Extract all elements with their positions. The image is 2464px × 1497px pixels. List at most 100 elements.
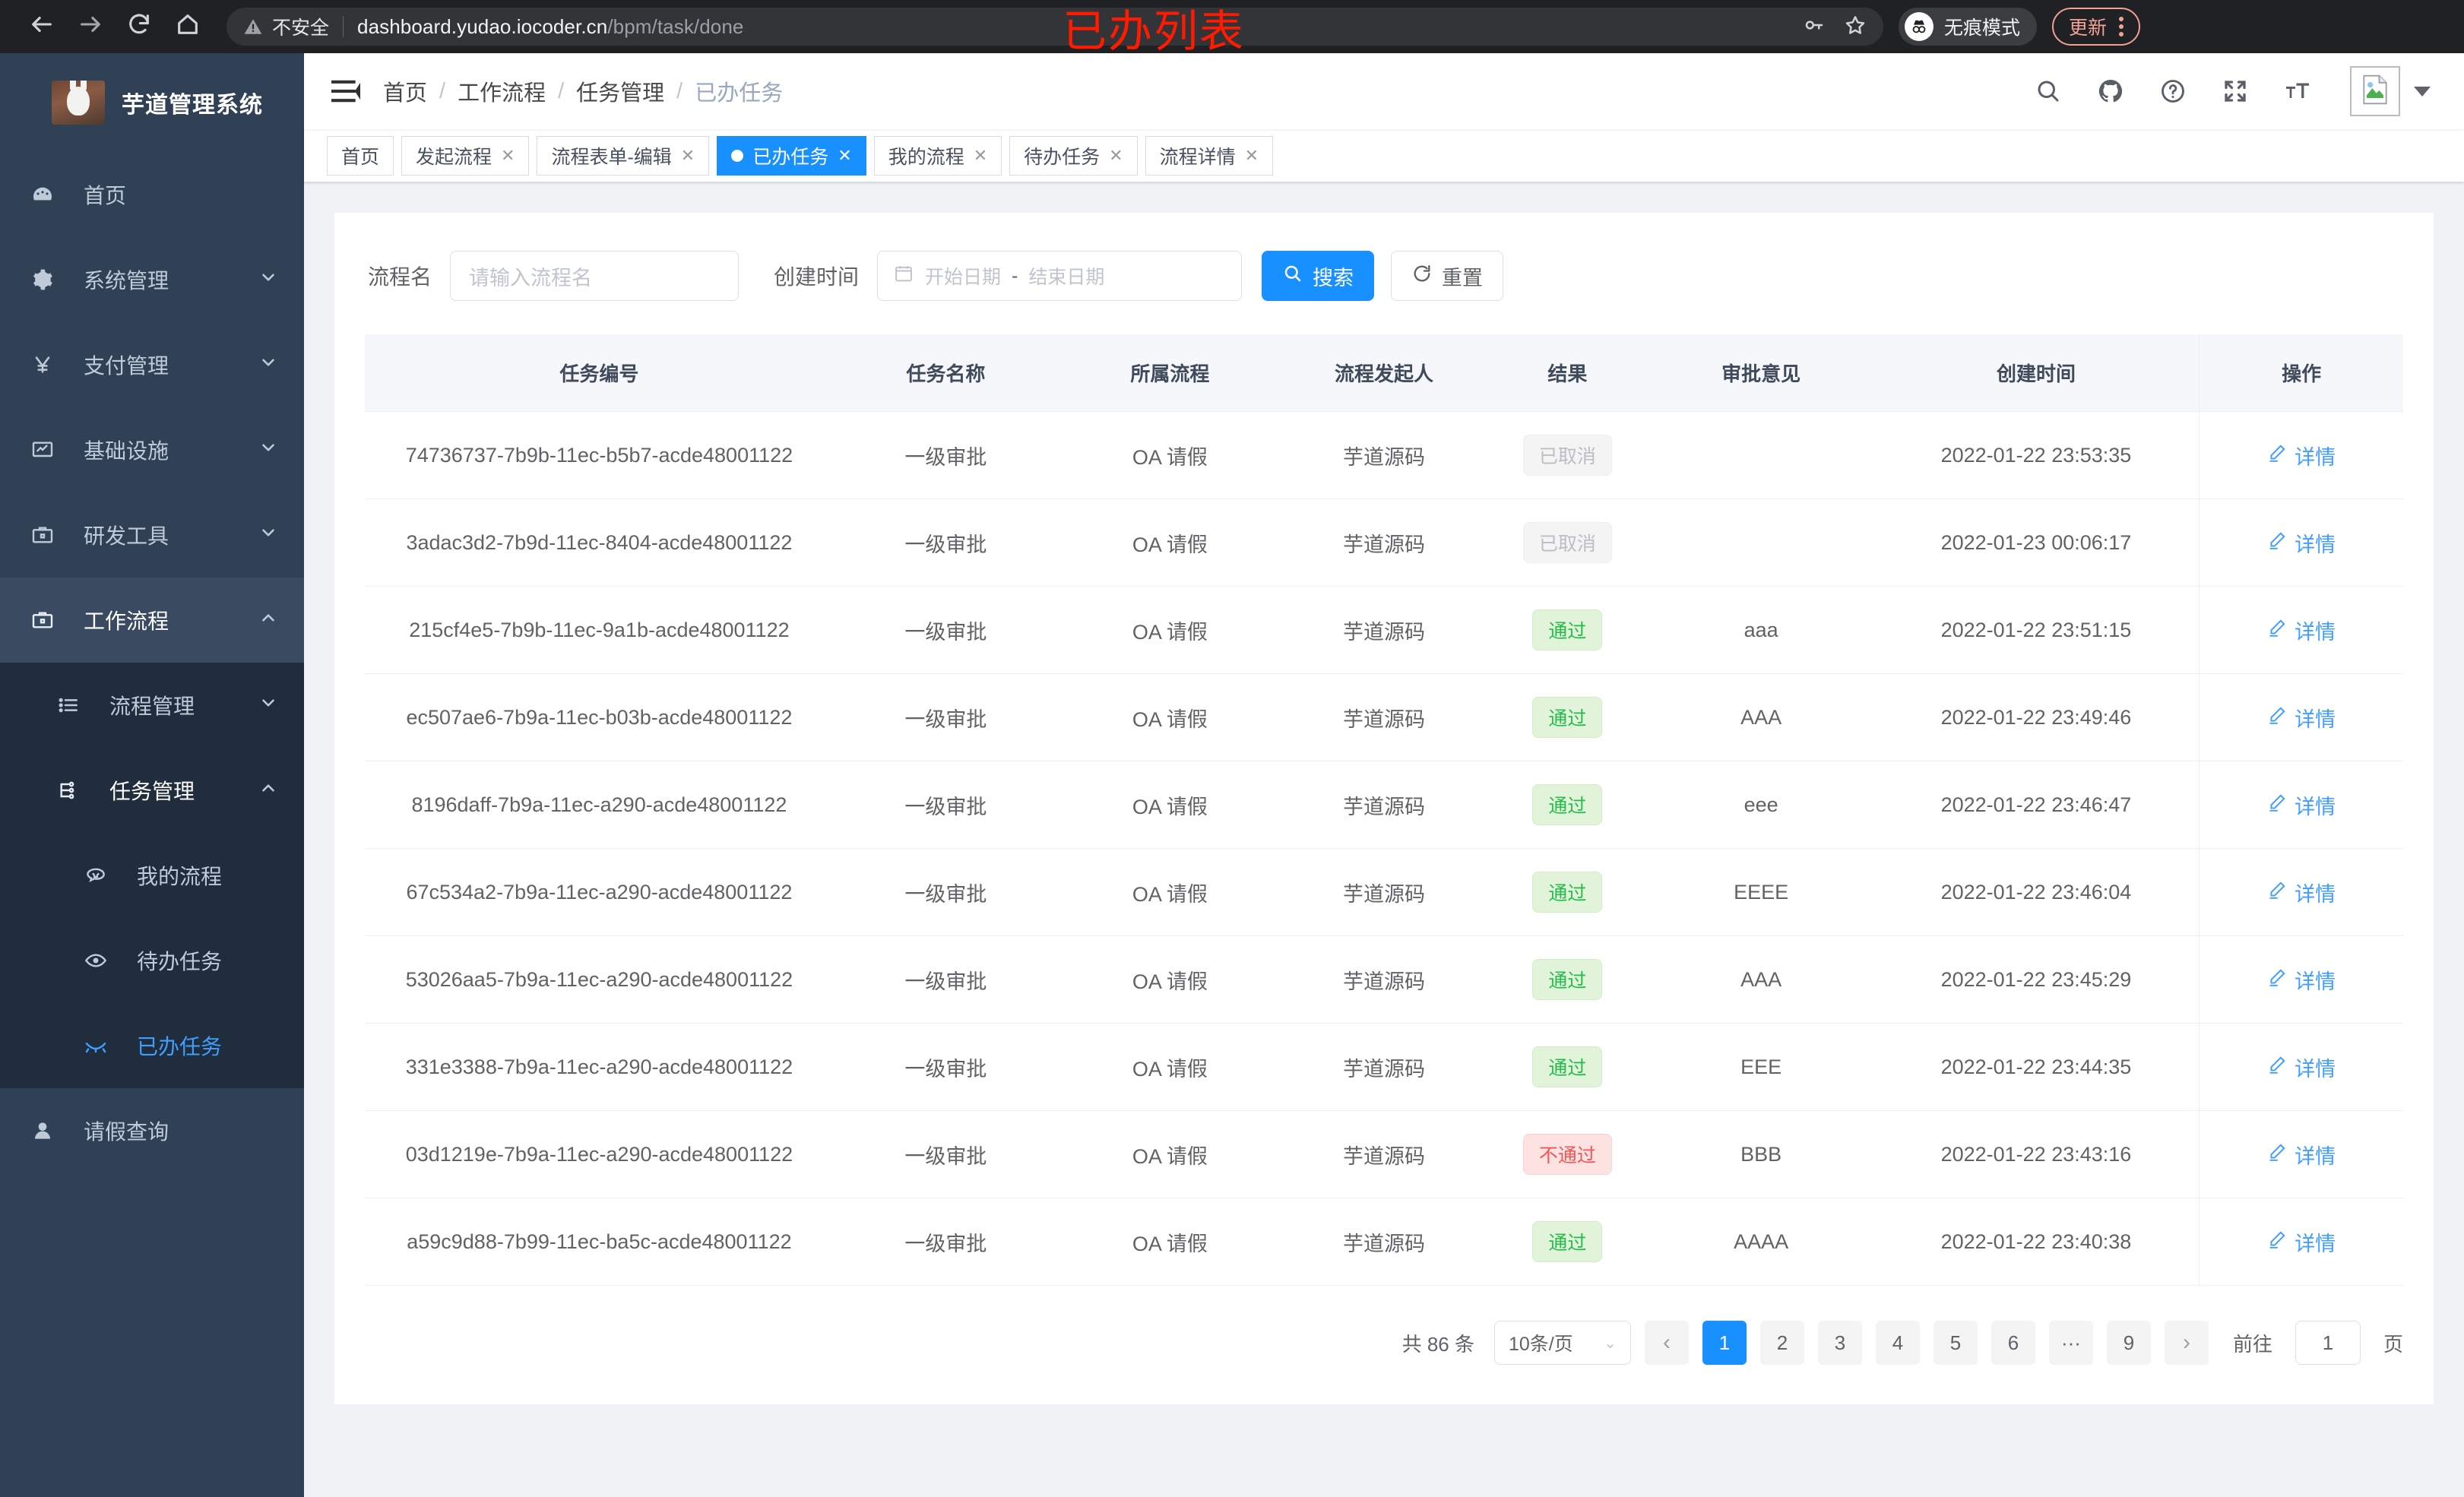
breadcrumb-item-task-management[interactable]: 任务管理 <box>576 81 665 106</box>
page-button-1[interactable]: 1 <box>1702 1321 1747 1365</box>
sidebar-item-dev-tools[interactable]: 研发工具 <box>0 492 304 578</box>
breadcrumb-item-done-task: 已办任务 <box>695 81 784 106</box>
page-ellipsis[interactable]: ··· <box>2048 1321 2093 1365</box>
close-icon[interactable]: ✕ <box>1109 145 1123 165</box>
detail-button[interactable]: 详情 <box>2267 965 2336 995</box>
breadcrumb-item-workflow[interactable]: 工作流程 <box>458 81 546 106</box>
tab-todo-task[interactable]: 待办任务 ✕ <box>1009 135 1138 176</box>
help-circle-icon[interactable] <box>2157 75 2189 107</box>
col-task-id: 任务编号 <box>365 334 834 412</box>
detail-label: 详情 <box>2295 445 2336 469</box>
detail-button[interactable]: 详情 <box>2267 878 2336 907</box>
sidebar-item-leave-query[interactable]: 请假查询 <box>0 1088 304 1173</box>
jump-page-input[interactable]: 1 <box>2295 1321 2361 1365</box>
page-button-9[interactable]: 9 <box>2106 1321 2151 1365</box>
home-button[interactable] <box>166 5 210 49</box>
reload-icon <box>126 11 152 42</box>
star-icon[interactable] <box>1844 14 1867 40</box>
fullscreen-icon[interactable] <box>2219 75 2251 107</box>
page-button-6[interactable]: 6 <box>1991 1321 2035 1365</box>
cell-starter: 芋道源码 <box>1281 1198 1487 1286</box>
tab-start-process[interactable]: 发起流程 ✕ <box>401 135 530 176</box>
sidebar-item-payment-management[interactable]: 支付管理 <box>0 322 304 407</box>
avatar[interactable] <box>2350 66 2400 116</box>
page-size-select[interactable]: 10条/页 ⌄ <box>1493 1321 1631 1365</box>
pagination: 共 86 条 10条/页 ⌄ ‹ 1 2 3 4 5 6 ··· 9 <box>365 1286 2403 1404</box>
search-icon[interactable] <box>2032 75 2064 107</box>
close-icon[interactable]: ✕ <box>501 145 515 165</box>
incognito-indicator[interactable]: 无痕模式 <box>1899 8 2038 46</box>
github-icon[interactable] <box>2095 75 2127 107</box>
tab-home[interactable]: 首页 <box>327 135 394 176</box>
detail-button[interactable]: 详情 <box>2267 528 2336 558</box>
detail-button[interactable]: 详情 <box>2267 703 2336 733</box>
sidebar-item-home[interactable]: 首页 <box>0 152 304 237</box>
key-icon[interactable] <box>1803 14 1826 40</box>
process-name-input[interactable]: 请输入流程名 <box>450 251 740 301</box>
page-button-3[interactable]: 3 <box>1817 1321 1862 1365</box>
page-button-5[interactable]: 5 <box>1933 1321 1978 1365</box>
detail-label: 详情 <box>2295 707 2336 731</box>
detail-button[interactable]: 详情 <box>2267 1227 2336 1257</box>
page-button-4[interactable]: 4 <box>1875 1321 1920 1365</box>
address-bar[interactable]: 不安全 dashboard.yudao.iocoder.cn/bpm/task/… <box>226 8 1883 46</box>
chevron-down-icon[interactable] <box>2414 86 2431 97</box>
user-icon <box>30 1119 70 1143</box>
cell-task-name: 一级审批 <box>833 935 1058 1024</box>
hamburger-icon[interactable] <box>327 72 365 110</box>
tab-done-task[interactable]: 已办任务 ✕ <box>717 135 866 176</box>
status-badge: 通过 <box>1532 959 1603 1000</box>
cell-operation: 详情 <box>2199 1198 2403 1286</box>
update-button[interactable]: 更新 <box>2052 8 2141 46</box>
sidebar-item-workflow[interactable]: 工作流程 <box>0 578 304 663</box>
breadcrumb: 首页 / 工作流程 / 任务管理 / 已办任务 <box>383 75 783 107</box>
browser-menu-icon[interactable] <box>2114 17 2128 36</box>
cell-process: OA 请假 <box>1057 1110 1282 1198</box>
sidebar-item-done-task[interactable]: 已办任务 <box>0 1003 304 1088</box>
detail-button[interactable]: 详情 <box>2267 616 2336 645</box>
next-page-button[interactable]: › <box>2164 1321 2209 1365</box>
detail-button[interactable]: 详情 <box>2267 790 2336 820</box>
sidebar-item-my-process[interactable]: 我的流程 <box>0 833 304 918</box>
cell-process: OA 请假 <box>1057 1198 1282 1286</box>
sidebar-item-task-management[interactable]: 任务管理 <box>0 748 304 833</box>
detail-button[interactable]: 详情 <box>2267 441 2336 470</box>
cell-opinion: BBB <box>1648 1110 1873 1198</box>
cell-created: 2022-01-22 23:46:04 <box>1873 848 2200 936</box>
task-tree-icon <box>56 778 96 802</box>
create-time-range-picker[interactable]: 开始日期 - 结束日期 <box>877 251 1243 301</box>
detail-button[interactable]: 详情 <box>2267 1140 2336 1169</box>
detail-button[interactable]: 详情 <box>2267 1052 2336 1082</box>
status-badge: 通过 <box>1532 1221 1603 1262</box>
page-button-2[interactable]: 2 <box>1759 1321 1804 1365</box>
close-icon[interactable]: ✕ <box>680 145 695 165</box>
back-button[interactable] <box>20 5 64 49</box>
sidebar-item-todo-task[interactable]: 待办任务 <box>0 918 304 1003</box>
close-icon[interactable]: ✕ <box>973 145 988 165</box>
sidebar-item-infrastructure[interactable]: 基础设施 <box>0 407 304 492</box>
cell-task-name: 一级审批 <box>833 498 1058 587</box>
close-icon[interactable]: ✕ <box>1244 145 1259 165</box>
breadcrumb-separator: / <box>439 78 446 103</box>
forward-button[interactable] <box>68 5 112 49</box>
prev-page-button[interactable]: ‹ <box>1644 1321 1689 1365</box>
cell-result: 通过 <box>1486 1023 1649 1111</box>
chevron-down-icon <box>258 523 278 548</box>
reload-button[interactable] <box>117 5 161 49</box>
sidebar-item-label: 系统管理 <box>84 269 169 293</box>
filter-bar: 流程名 请输入流程名 创建时间 开始日期 - 结束日期 <box>365 243 2403 334</box>
breadcrumb-item-home[interactable]: 首页 <box>383 81 428 106</box>
user-menu[interactable] <box>2350 66 2431 116</box>
close-icon[interactable]: ✕ <box>838 145 852 165</box>
tab-my-process[interactable]: 我的流程 ✕ <box>873 135 1002 176</box>
tab-process-detail[interactable]: 流程详情 ✕ <box>1145 135 1274 176</box>
sidebar-item-system-management[interactable]: 系统管理 <box>0 237 304 322</box>
brand[interactable]: 芋道管理系统 <box>0 53 304 152</box>
tab-process-form-edit[interactable]: 流程表单-编辑 ✕ <box>537 135 710 176</box>
search-button[interactable]: 搜索 <box>1262 251 1375 301</box>
reset-button[interactable]: 重置 <box>1391 251 1504 301</box>
edit-pencil-icon <box>2267 1055 2287 1080</box>
font-size-icon[interactable] <box>2282 75 2314 107</box>
cell-result: 已取消 <box>1486 498 1649 587</box>
sidebar-item-process-management[interactable]: 流程管理 <box>0 663 304 748</box>
